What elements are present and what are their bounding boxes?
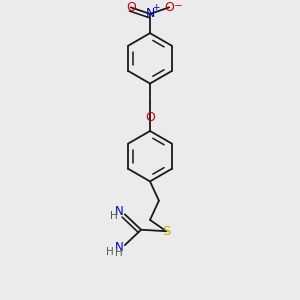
Text: S: S <box>162 225 170 238</box>
Text: N: N <box>115 241 124 254</box>
Text: N: N <box>115 206 124 218</box>
Text: −: − <box>174 1 182 11</box>
Text: O: O <box>164 1 174 14</box>
Text: H: H <box>115 248 123 258</box>
Text: N: N <box>145 8 155 20</box>
Text: H: H <box>110 211 117 221</box>
Text: H: H <box>106 247 113 257</box>
Text: O: O <box>145 111 155 124</box>
Text: O: O <box>126 1 136 14</box>
Text: +: + <box>152 3 159 12</box>
